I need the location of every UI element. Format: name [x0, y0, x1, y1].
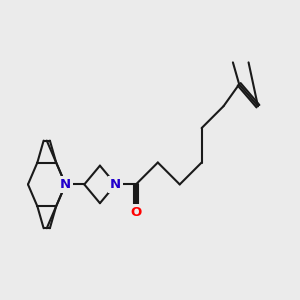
- Text: N: N: [60, 178, 71, 191]
- Text: N: N: [110, 178, 121, 191]
- Text: O: O: [130, 206, 142, 219]
